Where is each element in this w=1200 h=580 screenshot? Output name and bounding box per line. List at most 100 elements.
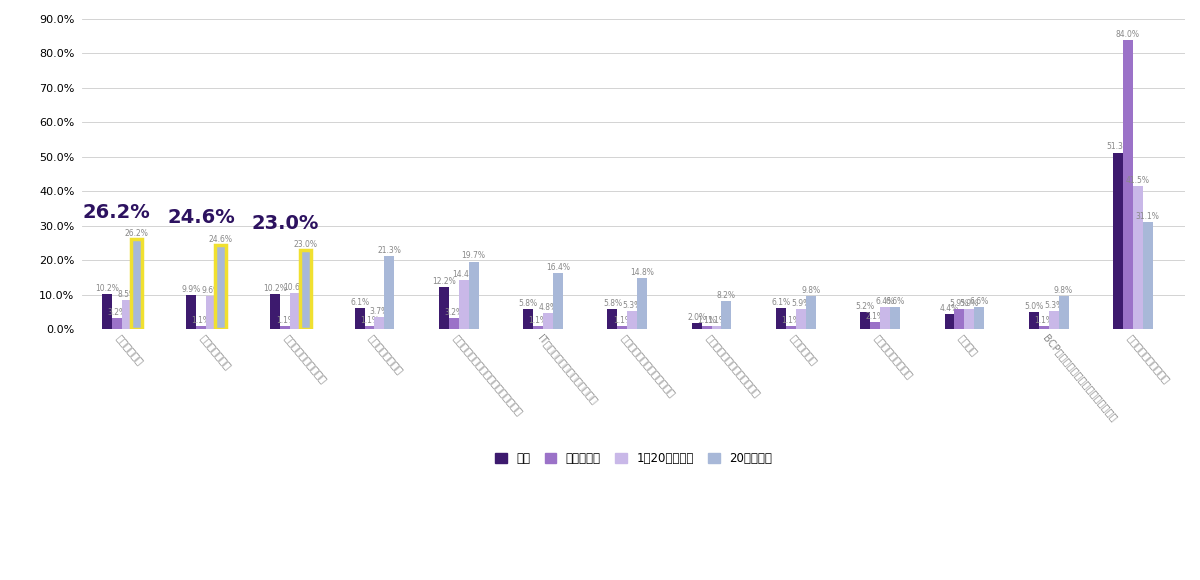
Bar bbox=[870, 322, 880, 329]
Text: 1.1%: 1.1% bbox=[360, 316, 379, 325]
Text: 8.5%: 8.5% bbox=[118, 290, 136, 299]
Bar bbox=[628, 311, 637, 329]
Text: 5.3%: 5.3% bbox=[1044, 301, 1063, 310]
Bar bbox=[121, 300, 132, 329]
Text: 24.6%: 24.6% bbox=[209, 234, 233, 244]
Text: 9.8%: 9.8% bbox=[1054, 285, 1073, 295]
Text: 6.6%: 6.6% bbox=[970, 297, 989, 306]
Text: 21.3%: 21.3% bbox=[378, 246, 401, 255]
Bar bbox=[880, 307, 890, 329]
Bar bbox=[890, 307, 900, 329]
Bar bbox=[637, 278, 647, 329]
Bar bbox=[449, 318, 458, 329]
Bar bbox=[965, 309, 974, 329]
Bar bbox=[786, 326, 796, 329]
Text: 19.7%: 19.7% bbox=[462, 252, 486, 260]
Text: 23.0%: 23.0% bbox=[293, 240, 317, 249]
Bar bbox=[1049, 311, 1058, 329]
Bar bbox=[721, 301, 732, 329]
Text: 6.6%: 6.6% bbox=[886, 297, 905, 306]
Bar bbox=[186, 295, 196, 329]
Bar bbox=[1039, 326, 1049, 329]
Text: 26.2%: 26.2% bbox=[125, 229, 149, 238]
Text: 23.0%: 23.0% bbox=[252, 214, 319, 233]
Text: 84.0%: 84.0% bbox=[1116, 30, 1140, 39]
Text: 6.1%: 6.1% bbox=[772, 298, 791, 307]
Legend: 全体, 残業はない, 1～20時間未満, 20時間以上: 全体, 残業はない, 1～20時間未満, 20時間以上 bbox=[491, 447, 776, 470]
Bar bbox=[553, 273, 563, 329]
Bar bbox=[102, 294, 112, 329]
Text: 5.9%: 5.9% bbox=[960, 299, 979, 308]
Bar bbox=[439, 287, 449, 329]
Text: 5.9%: 5.9% bbox=[791, 299, 810, 308]
Bar bbox=[1114, 153, 1123, 329]
Text: 31.1%: 31.1% bbox=[1136, 212, 1159, 221]
Bar bbox=[860, 311, 870, 329]
Bar bbox=[300, 250, 311, 329]
Bar bbox=[270, 294, 281, 329]
Bar bbox=[944, 314, 954, 329]
Text: 1.1%: 1.1% bbox=[707, 316, 726, 325]
Bar bbox=[469, 262, 479, 329]
Text: 5.8%: 5.8% bbox=[602, 299, 622, 309]
Bar bbox=[132, 239, 142, 329]
Text: 3.2%: 3.2% bbox=[107, 309, 126, 317]
Text: 26.2%: 26.2% bbox=[83, 203, 150, 222]
Bar bbox=[300, 250, 310, 329]
Bar bbox=[215, 245, 227, 329]
Bar bbox=[702, 326, 712, 329]
Text: 41.5%: 41.5% bbox=[1126, 176, 1150, 185]
Text: 14.8%: 14.8% bbox=[630, 269, 654, 277]
Text: 5.9%: 5.9% bbox=[950, 299, 970, 308]
Text: 12.2%: 12.2% bbox=[432, 277, 456, 287]
Bar bbox=[617, 326, 628, 329]
Text: 1.1%: 1.1% bbox=[613, 316, 632, 325]
Text: 5.8%: 5.8% bbox=[518, 299, 538, 309]
Bar bbox=[776, 309, 786, 329]
Text: 5.2%: 5.2% bbox=[856, 302, 875, 310]
Bar bbox=[544, 313, 553, 329]
Text: 14.4%: 14.4% bbox=[451, 270, 475, 279]
Text: 1.1%: 1.1% bbox=[192, 316, 210, 325]
Bar bbox=[458, 280, 469, 329]
Bar bbox=[290, 293, 300, 329]
Text: 1.1%: 1.1% bbox=[1034, 316, 1054, 325]
Bar bbox=[196, 326, 206, 329]
Bar bbox=[607, 310, 617, 329]
Bar bbox=[112, 318, 121, 329]
Bar bbox=[805, 296, 816, 329]
Bar bbox=[1028, 312, 1039, 329]
Bar bbox=[691, 322, 702, 329]
Text: 1.1%: 1.1% bbox=[528, 316, 547, 325]
Bar bbox=[131, 239, 142, 329]
Bar bbox=[712, 326, 721, 329]
Text: 1.1%: 1.1% bbox=[697, 316, 716, 325]
Text: 51.3%: 51.3% bbox=[1106, 143, 1130, 151]
Text: 3.7%: 3.7% bbox=[370, 307, 389, 316]
Bar bbox=[974, 307, 984, 329]
Text: 9.9%: 9.9% bbox=[181, 285, 200, 294]
Text: 10.6%: 10.6% bbox=[283, 283, 307, 292]
Bar bbox=[954, 309, 965, 329]
Bar bbox=[1058, 296, 1068, 329]
Text: 2.1%: 2.1% bbox=[865, 312, 884, 321]
Bar bbox=[1142, 222, 1153, 329]
Bar bbox=[216, 245, 226, 329]
Text: 4.4%: 4.4% bbox=[940, 304, 959, 313]
Text: 4.8%: 4.8% bbox=[539, 303, 558, 312]
Text: 9.6%: 9.6% bbox=[202, 287, 221, 295]
Text: 10.2%: 10.2% bbox=[95, 284, 119, 293]
Text: 3.2%: 3.2% bbox=[444, 309, 463, 317]
Text: 1.1%: 1.1% bbox=[276, 316, 295, 325]
Bar bbox=[206, 296, 216, 329]
Bar bbox=[355, 309, 365, 329]
Text: 6.1%: 6.1% bbox=[350, 298, 370, 307]
Bar bbox=[523, 310, 533, 329]
Text: 5.0%: 5.0% bbox=[1024, 302, 1044, 311]
Text: 2.0%: 2.0% bbox=[688, 313, 707, 321]
Text: 8.2%: 8.2% bbox=[716, 291, 736, 300]
Text: 16.4%: 16.4% bbox=[546, 263, 570, 272]
Bar bbox=[533, 326, 544, 329]
Bar bbox=[384, 256, 395, 329]
Text: 10.2%: 10.2% bbox=[264, 284, 287, 293]
